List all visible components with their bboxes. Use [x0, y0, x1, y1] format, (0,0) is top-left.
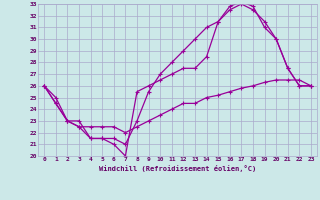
X-axis label: Windchill (Refroidissement éolien,°C): Windchill (Refroidissement éolien,°C) — [99, 165, 256, 172]
